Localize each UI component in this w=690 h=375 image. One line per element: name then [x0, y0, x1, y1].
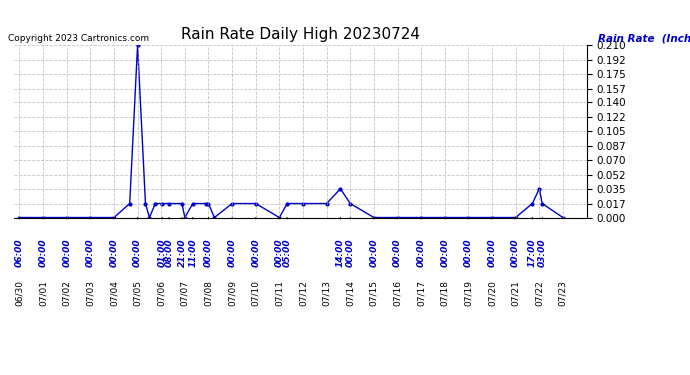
Text: 07/20: 07/20 — [487, 280, 497, 306]
Text: 00:00: 00:00 — [275, 238, 284, 267]
Text: 01:00: 01:00 — [158, 238, 167, 267]
Text: 07/17: 07/17 — [417, 280, 426, 306]
Text: 00:00: 00:00 — [228, 238, 237, 267]
Text: 21:00: 21:00 — [177, 238, 186, 267]
Text: 00:00: 00:00 — [110, 238, 119, 267]
Text: 00:00: 00:00 — [204, 238, 213, 267]
Text: 00:00: 00:00 — [133, 238, 142, 267]
Text: 07/06: 07/06 — [157, 280, 166, 306]
Text: 06:00: 06:00 — [15, 238, 24, 267]
Text: 07/19: 07/19 — [464, 280, 473, 306]
Text: 05:00: 05:00 — [283, 238, 292, 267]
Text: Copyright 2023 Cartronics.com: Copyright 2023 Cartronics.com — [8, 34, 149, 43]
Text: 16:32: 16:32 — [0, 374, 1, 375]
Text: 00:00: 00:00 — [464, 238, 473, 267]
Text: Rain Rate  (Inches/Hour): Rain Rate (Inches/Hour) — [598, 33, 690, 43]
Text: 03:00: 03:00 — [538, 238, 546, 267]
Text: 07/02: 07/02 — [62, 280, 71, 306]
Text: 07/07: 07/07 — [180, 280, 189, 306]
Text: 07/09: 07/09 — [228, 280, 237, 306]
Text: 07/22: 07/22 — [535, 280, 544, 306]
Text: 07/13: 07/13 — [322, 280, 331, 306]
Text: 07/14: 07/14 — [346, 280, 355, 306]
Text: 07/01: 07/01 — [39, 280, 48, 306]
Text: 07/08: 07/08 — [204, 280, 213, 306]
Text: 07/23: 07/23 — [558, 280, 567, 306]
Text: 00:00: 00:00 — [393, 238, 402, 267]
Text: 00:00: 00:00 — [369, 238, 378, 267]
Text: 07/11: 07/11 — [275, 280, 284, 306]
Text: 00:00: 00:00 — [346, 238, 355, 267]
Text: 00:00: 00:00 — [39, 238, 48, 267]
Text: 17:00: 17:00 — [528, 238, 537, 267]
Text: 14:00: 14:00 — [336, 238, 345, 267]
Text: 06/30: 06/30 — [15, 280, 24, 306]
Text: 08:00: 08:00 — [165, 238, 174, 267]
Text: 07/03: 07/03 — [86, 280, 95, 306]
Text: 07/10: 07/10 — [251, 280, 260, 306]
Text: 11:00: 11:00 — [188, 238, 197, 267]
Text: 07/18: 07/18 — [440, 280, 449, 306]
Text: 07/15: 07/15 — [369, 280, 378, 306]
Text: 07/12: 07/12 — [299, 280, 308, 306]
Text: 07/21: 07/21 — [511, 280, 520, 306]
Title: Rain Rate Daily High 20230724: Rain Rate Daily High 20230724 — [181, 27, 420, 42]
Text: 00:00: 00:00 — [62, 238, 71, 267]
Text: 00:00: 00:00 — [86, 238, 95, 267]
Text: 07/04: 07/04 — [110, 280, 119, 306]
Text: 00:00: 00:00 — [417, 238, 426, 267]
Text: 00:00: 00:00 — [511, 238, 520, 267]
Text: 07/16: 07/16 — [393, 280, 402, 306]
Text: 00:00: 00:00 — [487, 238, 497, 267]
Text: 00:00: 00:00 — [440, 238, 449, 267]
Text: 07/05: 07/05 — [133, 280, 142, 306]
Text: 00:00: 00:00 — [251, 238, 260, 267]
